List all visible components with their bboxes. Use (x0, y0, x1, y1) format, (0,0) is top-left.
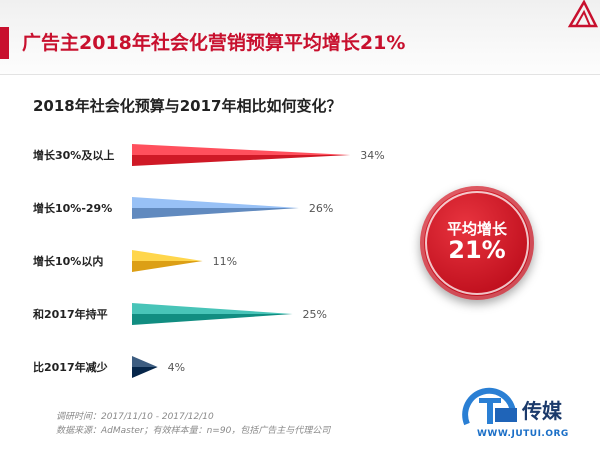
category-label: 增长10%以内 (33, 254, 103, 268)
title-accent-bar (0, 27, 9, 59)
bar-mark (132, 303, 293, 314)
average-growth-badge: 平均增长 21% (420, 186, 534, 300)
badge-label: 平均增长 (446, 220, 507, 238)
bar-mark-shade (132, 314, 293, 325)
data-label: 11% (213, 255, 237, 268)
category-label: 和2017年持平 (33, 307, 108, 321)
bar-mark-shade (132, 155, 351, 166)
bar-mark-shade (132, 261, 203, 272)
data-label: 34% (360, 149, 384, 162)
bar-mark (132, 250, 203, 261)
page-title: 广告主2018年社会化营销预算平均增长21% (22, 32, 406, 54)
bar-mark (132, 197, 299, 208)
watermark-logo: 传媒 WWW.JUTUI.ORG (459, 378, 597, 446)
watermark-url: WWW.JUTUI.ORG (477, 429, 569, 439)
category-label: 比2017年减少 (33, 360, 108, 374)
category-label: 增长30%及以上 (33, 148, 114, 162)
data-label: 4% (168, 361, 185, 374)
data-label: 25% (303, 308, 327, 321)
footnote-data-source: 数据来源：AdMaster；有效样本量：n=90，包括广告主与代理公司 (56, 426, 331, 436)
header-bar (0, 0, 600, 75)
badge-ring (425, 191, 529, 295)
jutui-logo-icon (462, 387, 517, 426)
footnote-survey-period: 调研时间：2017/11/10 - 2017/12/10 (56, 412, 214, 422)
data-label: 26% (309, 202, 333, 215)
funnel-bar-chart: 增长30%及以上 34% 增长10%-29% 26% 增长10%以内 11% 和2017年持… (33, 144, 385, 378)
category-label: 增长10%-29% (33, 201, 112, 215)
chart-title: 2018年社会化预算与2017年相比如何变化？ (33, 97, 342, 115)
watermark-brand: 传媒 (522, 399, 562, 423)
badge-value: 21% (448, 236, 506, 264)
bar-mark-shade (132, 367, 158, 378)
bar-mark (132, 144, 351, 155)
bar-mark (132, 356, 158, 367)
corner-logo-icon (567, 0, 599, 28)
bar-mark-shade (132, 208, 299, 219)
